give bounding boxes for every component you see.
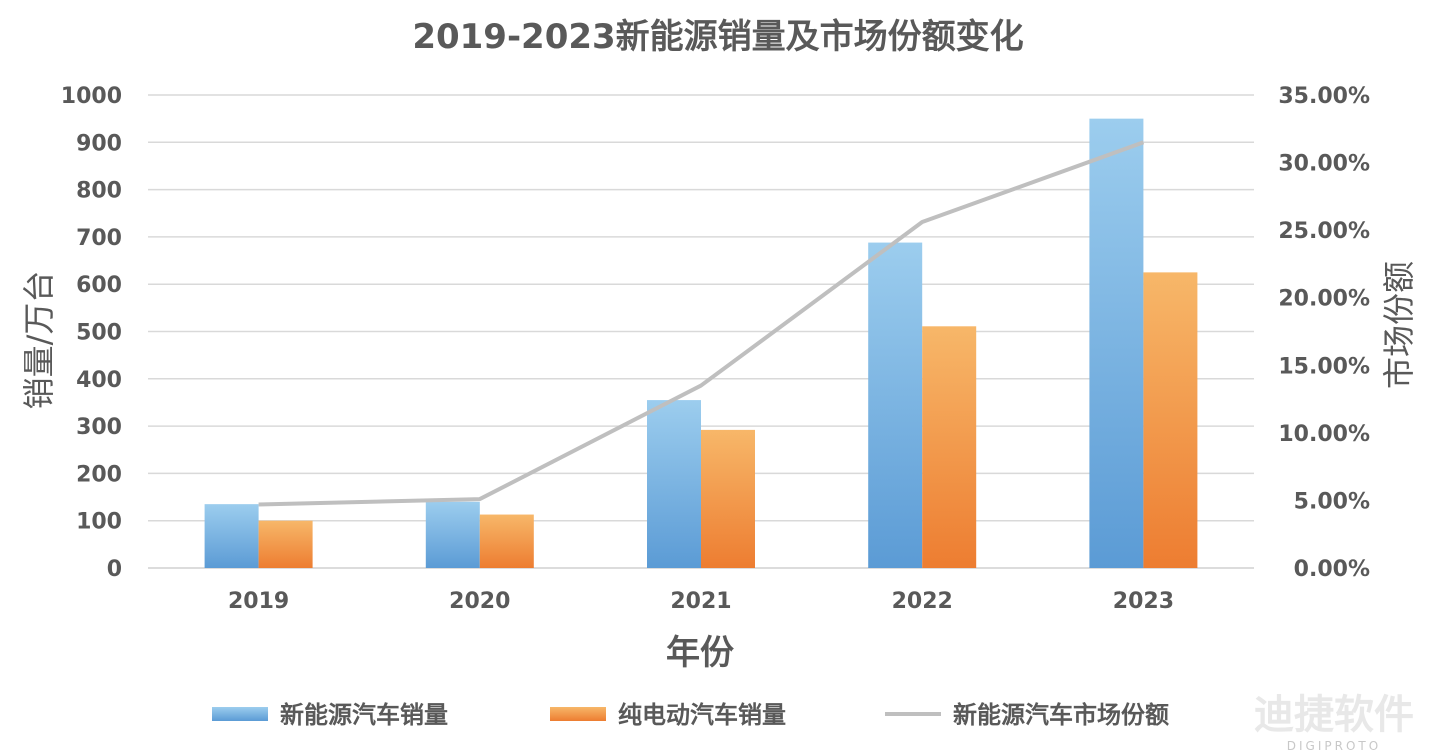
x-tick-label: 2019 xyxy=(228,589,289,614)
x-axis-ticks: 2019 2020 2021 2022 2023 xyxy=(228,589,1174,614)
bar-bev xyxy=(922,326,977,568)
y-tick-label: 300 xyxy=(76,415,122,440)
chart-title: 2019-2023新能源销量及市场份额变化 xyxy=(412,17,1023,57)
bar-bev xyxy=(1143,272,1198,568)
share-line xyxy=(258,140,1145,507)
watermark-subtext: DIGIPROTO xyxy=(1287,739,1381,753)
y2-tick-label: 5.00% xyxy=(1294,489,1370,514)
y2-tick-label: 35.00% xyxy=(1278,84,1370,109)
y2-axis-title: 市场份额 xyxy=(1380,261,1418,389)
y2-tick-label: 20.00% xyxy=(1278,287,1370,312)
y-tick-label: 400 xyxy=(76,368,122,393)
y2-tick-label: 0.00% xyxy=(1294,557,1370,582)
legend-label-bev: 纯电动汽车销量 xyxy=(618,701,786,729)
watermark-text: 迪捷软件 xyxy=(1254,692,1414,738)
x-axis-title: 年份 xyxy=(666,633,734,673)
x-tick-label: 2022 xyxy=(892,589,953,614)
share-line-path xyxy=(258,140,1145,507)
legend-swatch-bev xyxy=(550,707,606,721)
bar-nev xyxy=(1089,118,1144,569)
bar-nev xyxy=(868,242,923,569)
bar-bev xyxy=(479,514,534,568)
watermark-logo: 迪捷软件 DIGIPROTO xyxy=(1254,692,1414,753)
y-axis-title: 销量/万台 xyxy=(20,271,58,410)
y2-tick-label: 15.00% xyxy=(1278,354,1370,379)
x-tick-label: 2020 xyxy=(449,589,510,614)
gridlines xyxy=(148,94,1254,569)
right-axis-ticks: 0.00% 5.00% 10.00% 15.00% 20.00% 25.00% 30.00%… xyxy=(1278,84,1370,582)
left-axis-ticks: 0 100 200 300 400 500 600 700 800 900 1000 xyxy=(61,84,122,582)
legend: 新能源汽车销量 纯电动汽车销量 新能源汽车市场份额 xyxy=(212,701,1169,729)
x-tick-label: 2021 xyxy=(670,589,731,614)
y2-tick-label: 25.00% xyxy=(1278,219,1370,244)
y-tick-label: 500 xyxy=(76,321,122,346)
y-tick-label: 1000 xyxy=(61,84,122,109)
legend-swatch-nev xyxy=(212,707,268,721)
bar-nev xyxy=(647,400,701,568)
y-tick-label: 900 xyxy=(76,131,122,156)
bar-nev xyxy=(425,501,480,568)
bar-nev xyxy=(204,504,259,568)
bars xyxy=(204,118,1198,569)
bar-bev xyxy=(258,520,313,568)
y2-tick-label: 30.00% xyxy=(1278,152,1370,177)
legend-label-share: 新能源汽车市场份额 xyxy=(953,701,1169,729)
y-tick-label: 700 xyxy=(76,226,122,251)
x-tick-label: 2023 xyxy=(1113,589,1174,614)
y-tick-label: 800 xyxy=(76,179,122,204)
y-tick-label: 0 xyxy=(107,557,122,582)
legend-label-nev: 新能源汽车销量 xyxy=(280,701,448,729)
y-tick-label: 600 xyxy=(76,273,122,298)
y2-tick-label: 10.00% xyxy=(1278,422,1370,447)
bar-bev xyxy=(701,429,755,568)
y-tick-label: 200 xyxy=(76,462,122,487)
y-tick-label: 100 xyxy=(76,510,122,535)
